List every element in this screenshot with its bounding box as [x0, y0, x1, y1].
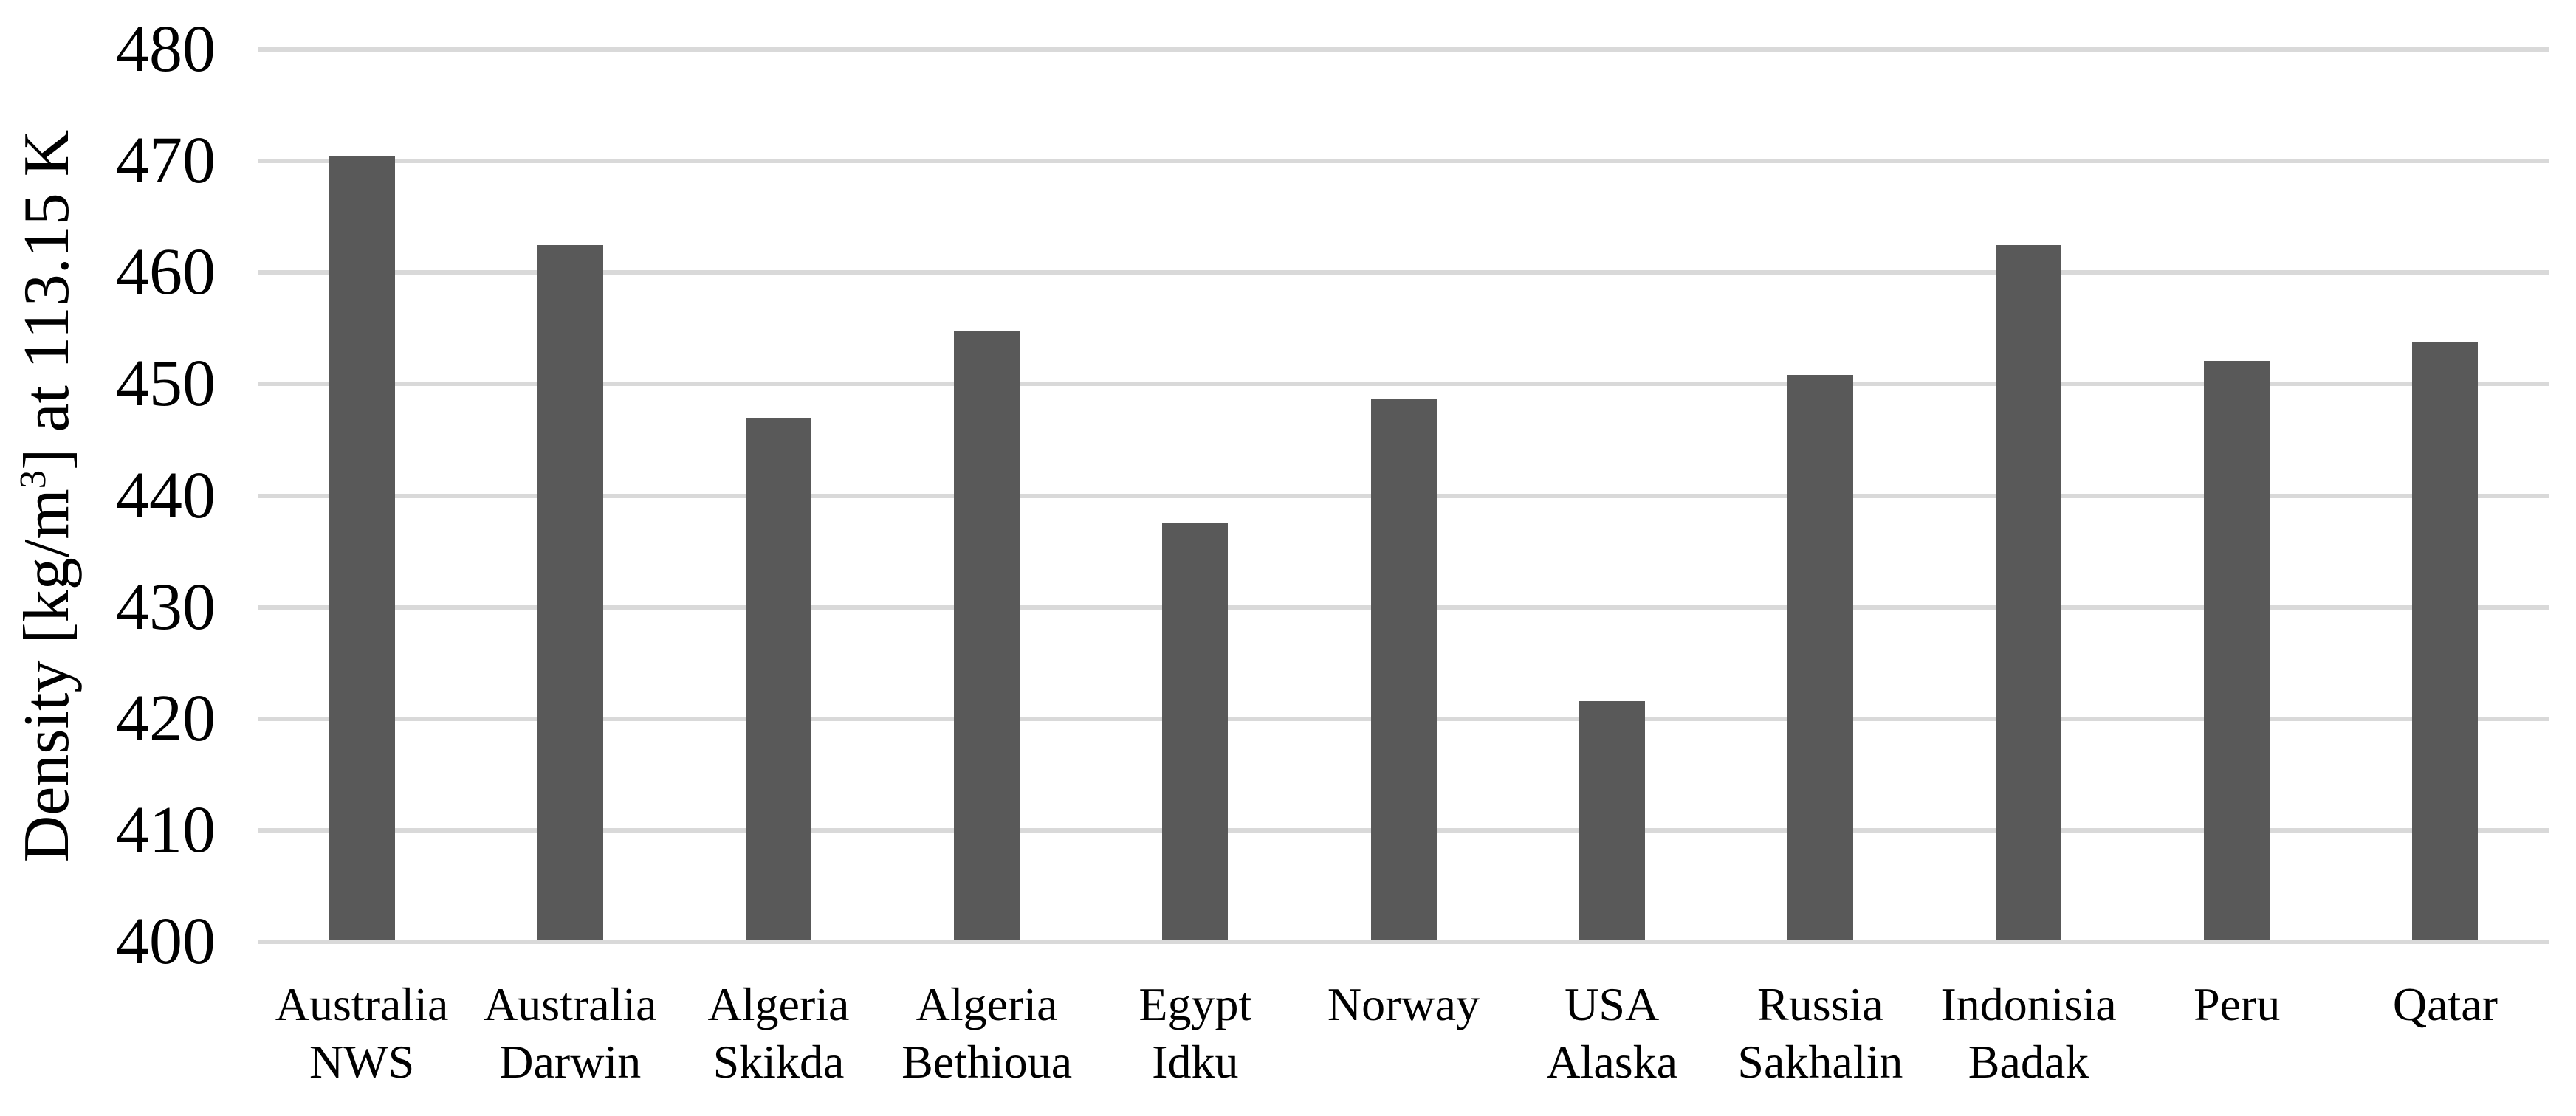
bar-norway	[1370, 399, 1437, 940]
bar-egypt-idku	[1162, 522, 1229, 940]
x-label-indonisia-badak: Indonisia Badak	[1940, 976, 2116, 1091]
x-label-algeria-bethioua: Algeria Bethioua	[901, 976, 1072, 1091]
x-label-line: Skikda	[712, 1036, 845, 1088]
x-label-line: Idku	[1152, 1036, 1239, 1088]
bar-australia-nws	[329, 156, 395, 940]
y-tick-label-420: 420	[116, 681, 216, 755]
x-label-australia-nws: Australia NWS	[275, 976, 449, 1091]
bar-algeria-bethioua	[954, 330, 1020, 940]
x-label-line: USA	[1565, 978, 1660, 1030]
x-label-line: Darwin	[499, 1036, 642, 1088]
x-label-line: Indonisia	[1940, 978, 2117, 1030]
x-label-line: Bethioua	[901, 1036, 1073, 1088]
x-label-qatar: Qatar	[2393, 976, 2498, 1033]
x-label-line: Algeria	[916, 978, 1058, 1030]
gridline-460	[258, 270, 2549, 275]
x-label-line: Alaska	[1546, 1036, 1678, 1088]
gridline-450	[258, 382, 2549, 387]
y-tick-label-400: 400	[116, 905, 216, 978]
gridline-470	[258, 159, 2549, 164]
bar-peru	[2204, 360, 2270, 940]
bar-australia-darwin	[537, 244, 603, 940]
x-label-line: NWS	[309, 1036, 415, 1088]
y-tick-label-430: 430	[116, 570, 216, 644]
y-tick-label-440: 440	[116, 458, 216, 532]
x-label-line: Australia	[275, 978, 449, 1030]
bar-indonisia-badak	[1996, 244, 2062, 940]
y-tick-label-470: 470	[116, 124, 216, 198]
x-label-line: Badak	[1968, 1036, 2089, 1088]
x-label-line: Russia	[1757, 978, 1883, 1030]
bar-usa-alaska	[1579, 700, 1645, 940]
bar-algeria-skikda	[745, 418, 811, 940]
bar-qatar	[2412, 341, 2479, 940]
x-label-russia-sakhalin: Russia Sakhalin	[1737, 976, 1903, 1091]
x-label-line: Peru	[2194, 978, 2281, 1030]
y-tick-label-410: 410	[116, 793, 216, 867]
x-label-egypt-idku: Egypt Idku	[1138, 976, 1251, 1091]
y-tick-label-450: 450	[116, 347, 216, 421]
y-tick-label-480: 480	[116, 13, 216, 86]
x-label-australia-darwin: Australia Darwin	[484, 976, 657, 1091]
x-label-peru: Peru	[2194, 976, 2280, 1033]
gridline-480	[258, 47, 2549, 52]
x-label-usa-alaska: USA Alaska	[1546, 976, 1677, 1091]
bar-russia-sakhalin	[1787, 375, 1853, 940]
x-label-line: Algeria	[707, 978, 850, 1030]
x-label-line: Sakhalin	[1737, 1036, 1903, 1088]
x-label-norway: Norway	[1328, 976, 1480, 1033]
plot-area	[258, 47, 2549, 944]
x-label-line: Egypt	[1138, 978, 1252, 1030]
gridline-400	[258, 940, 2549, 944]
y-tick-label-460: 460	[116, 235, 216, 309]
x-label-line: Qatar	[2392, 978, 2498, 1030]
x-label-line: Norway	[1327, 978, 1480, 1030]
x-label-algeria-skikda: Algeria Skikda	[708, 976, 850, 1091]
x-label-line: Australia	[483, 978, 657, 1030]
